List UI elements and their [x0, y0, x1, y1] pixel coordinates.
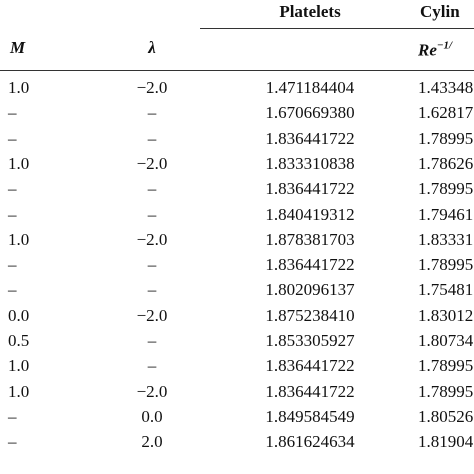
cell-lambda: –: [147, 103, 157, 123]
cell-cylinders: 1.83331: [418, 229, 474, 249]
cell-lambda: –: [147, 128, 157, 148]
cell-cylinders: 1.80526: [418, 406, 474, 426]
re-exponent: −1/: [436, 39, 453, 52]
cell-platelets: 1.802096137: [265, 280, 355, 300]
cell-lambda: −2.0: [136, 381, 168, 401]
rule: [0, 70, 474, 71]
cell-cylinders: 1.62817: [418, 103, 474, 123]
cell-lambda: −2.0: [136, 78, 168, 97]
cell-cylinders: 1.43348: [418, 78, 474, 97]
cell-m: –: [8, 280, 17, 300]
cell-m: 0.0: [8, 305, 30, 325]
cell-lambda: –: [147, 255, 157, 275]
cell-platelets: 1.836441722: [265, 381, 355, 401]
cell-cylinders: 1.78995: [418, 255, 474, 275]
cell-cylinders: 1.79461: [418, 204, 474, 224]
cell-m: –: [8, 255, 17, 275]
cell-m: 1.0: [8, 153, 30, 173]
cell-platelets: 1.840419312: [265, 204, 355, 224]
cell-platelets: 1.836441722: [265, 356, 355, 376]
cell-lambda: 2.0: [141, 432, 163, 452]
cell-m: –: [8, 406, 17, 426]
header-m: M: [10, 38, 26, 57]
cell-m: 0.5: [8, 331, 30, 350]
cell-platelets: 1.861624634: [265, 432, 355, 452]
cell-platelets: 1.875238410: [265, 305, 355, 325]
cell-cylinders: 1.81904: [418, 432, 474, 452]
cell-cylinders: 1.83012: [418, 305, 474, 325]
cell-cylinders: 1.75481: [418, 280, 474, 300]
cell-m: –: [8, 432, 17, 452]
cell-lambda: –: [147, 356, 157, 376]
cell-m: 1.0: [8, 356, 30, 376]
cell-cylinders: 1.80734: [418, 331, 474, 350]
cell-platelets: 1.849584549: [265, 406, 355, 426]
cell-platelets: 1.836441722: [265, 255, 355, 275]
cell-lambda: −2.0: [136, 229, 168, 249]
header-cylinders: Cylin: [420, 2, 460, 21]
header-lambda: λ: [148, 38, 156, 57]
cell-lambda: −2.0: [136, 305, 168, 325]
cell-lambda: –: [147, 331, 157, 350]
cell-platelets: 1.471184404: [265, 78, 355, 97]
cell-platelets: 1.670669380: [265, 103, 355, 123]
cell-m: –: [8, 179, 17, 199]
cell-lambda: −2.0: [136, 153, 168, 173]
cell-cylinders: 1.78626: [418, 153, 474, 173]
cell-platelets: 1.836441722: [265, 128, 355, 148]
cell-cylinders: 1.78995: [418, 128, 474, 148]
cell-platelets: 1.833310838: [265, 153, 355, 173]
header-platelets: Platelets: [279, 2, 341, 21]
cell-cylinders: 1.78995: [418, 179, 474, 199]
cell-m: 1.0: [8, 229, 30, 249]
cell-m: 1.0: [8, 381, 30, 401]
cell-lambda: –: [147, 179, 157, 199]
cell-cylinders: 1.78995: [418, 356, 474, 376]
cell-lambda: 0.0: [141, 406, 163, 426]
cell-cylinders: 1.78995: [418, 381, 474, 401]
cell-platelets: 1.853305927: [265, 331, 355, 350]
cell-m: 1.0: [8, 78, 30, 97]
re: Re: [418, 40, 437, 60]
header-re: Re−1/: [418, 36, 452, 61]
rule: [200, 28, 474, 29]
cell-platelets: 1.878381703: [265, 229, 355, 249]
cell-lambda: –: [147, 204, 157, 224]
cell-m: –: [8, 128, 17, 148]
cell-m: –: [8, 204, 17, 224]
cell-platelets: 1.836441722: [265, 179, 355, 199]
cell-lambda: –: [147, 280, 157, 300]
cell-m: –: [8, 103, 17, 123]
